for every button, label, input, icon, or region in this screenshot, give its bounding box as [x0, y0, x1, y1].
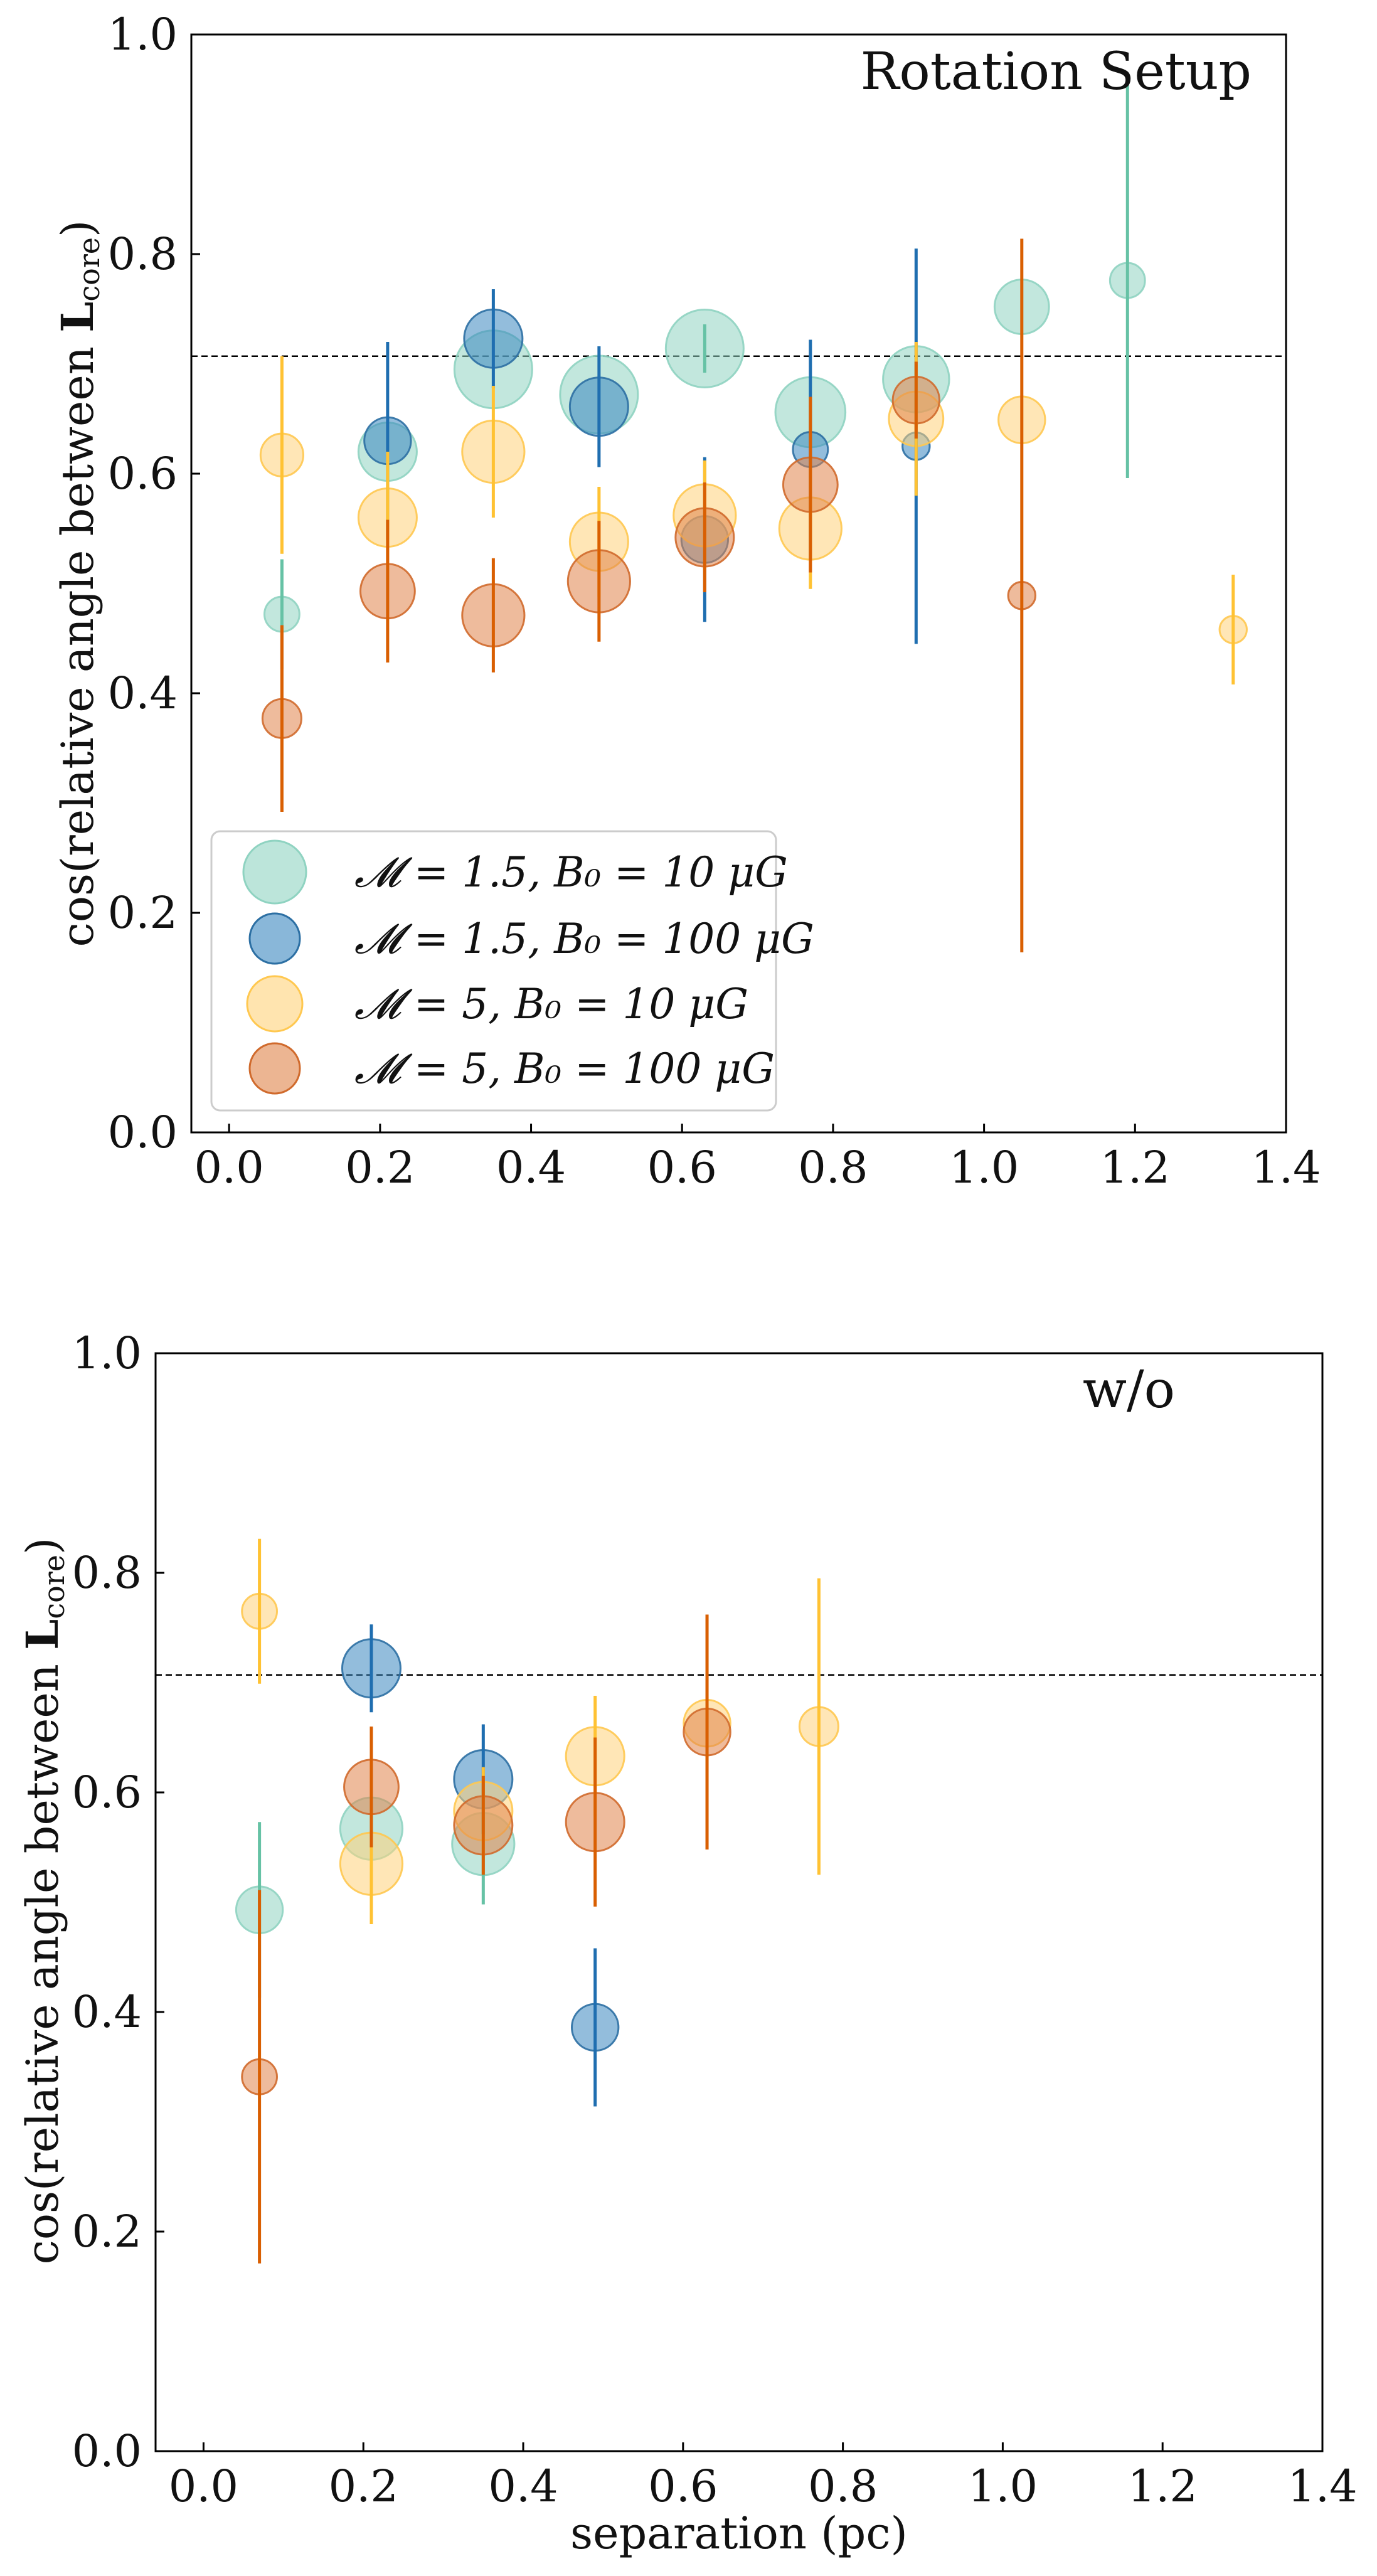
legend-entry: 𝓜 = 1.5, B₀ = 10 μG	[242, 839, 788, 905]
y-tick-label: 0.2	[108, 887, 178, 939]
y-tick-label: 1.0	[108, 9, 178, 60]
legend-label: 𝓜 = 1.5, B₀ = 10 μG	[354, 848, 788, 897]
legend: 𝓜 = 1.5, B₀ = 10 μG 𝓜 = 1.5, B₀ = 100 μG…	[210, 830, 814, 1112]
x-tick-label: 1.0	[949, 1142, 1019, 1193]
legend-label: 𝓜 = 5, B₀ = 100 μG	[354, 1045, 775, 1093]
x-tick-label: 1.2	[1100, 1142, 1170, 1193]
legend-frame	[210, 830, 777, 1112]
legend-label: 𝓜 = 5, B₀ = 10 μG	[354, 980, 748, 1028]
y-axis-label: cos(relative angle between Lcore)	[16, 1538, 71, 2265]
x-tick-label: 0.2	[345, 1142, 415, 1193]
panel-rotation-setup: 0.0 0.2 0.4 0.6 0.8 1.0 1.2 1.4 0.0 0.2 0.4 0.6 0.8 1…	[51, 9, 1321, 1193]
legend-entry: 𝓜 = 1.5, B₀ = 100 μG	[248, 912, 814, 965]
y-axis-label: cos(relative angle between Lcore)	[51, 220, 106, 947]
y-tick-label: 0.6	[108, 448, 178, 499]
y-tick-label: 0.8	[72, 1547, 142, 1599]
plot-frame	[154, 1352, 1324, 2452]
y-tick-label: 0.8	[108, 228, 178, 280]
legend-marker	[246, 975, 304, 1033]
x-tick-label: 0.8	[798, 1142, 868, 1193]
y-tick-label: 0.0	[72, 2425, 142, 2477]
x-tick-label: 1.4	[1251, 1142, 1321, 1193]
legend-marker	[248, 1042, 301, 1095]
x-tick-label: 1.4	[1287, 2461, 1357, 2512]
x-tick-label: 0.0	[194, 1142, 264, 1193]
x-axis-label: separation (pc)	[570, 2508, 908, 2559]
y-tick-label: 0.6	[72, 1767, 142, 1818]
legend-marker	[248, 912, 301, 965]
y-tick-label: 0.4	[72, 1986, 142, 2038]
x-tick-label: 0.0	[169, 2461, 238, 2512]
x-tick-label: 0.4	[496, 1142, 566, 1193]
x-tick-label: 0.6	[647, 1142, 717, 1193]
x-tick-label: 0.6	[648, 2461, 718, 2512]
legend-entry: 𝓜 = 5, B₀ = 10 μG	[246, 975, 748, 1033]
x-tick-label: 0.8	[808, 2461, 878, 2512]
y-tick-label: 0.4	[108, 668, 178, 719]
plot-frame	[190, 33, 1287, 1134]
x-tick-label: 0.2	[329, 2461, 398, 2512]
y-tick-label: 1.0	[72, 1328, 142, 1379]
x-tick-label: 1.2	[1128, 2461, 1198, 2512]
y-tick-label: 0.2	[72, 2206, 142, 2257]
legend-entry: 𝓜 = 5, B₀ = 100 μG	[248, 1042, 775, 1095]
x-tick-label: 0.4	[488, 2461, 558, 2512]
panel-title: w/o	[1083, 1360, 1175, 1420]
legend-label: 𝓜 = 1.5, B₀ = 100 μG	[354, 915, 814, 963]
panel-title: Rotation Setup	[861, 42, 1252, 102]
x-tick-label: 1.0	[968, 2461, 1038, 2512]
y-tick-label: 0.0	[108, 1107, 178, 1158]
panel-without-rotation: 0.0 0.2 0.4 0.6 0.8 1.0 1.2 1.4 0.0 0.2 0.4 0.6 0.8 1…	[16, 1328, 1358, 2559]
legend-marker	[242, 839, 307, 905]
